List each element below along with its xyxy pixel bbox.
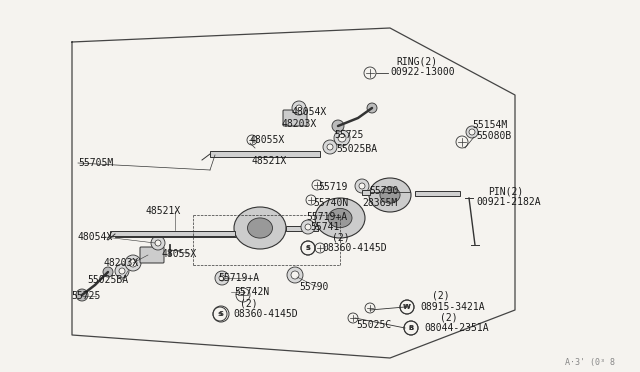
Polygon shape: [210, 151, 320, 157]
Text: S: S: [306, 246, 310, 250]
Text: (2): (2): [332, 232, 349, 242]
Text: A·3' (0³ 8: A·3' (0³ 8: [565, 357, 615, 366]
Text: 48054X: 48054X: [292, 107, 327, 117]
Circle shape: [103, 267, 113, 277]
Text: (2): (2): [432, 291, 450, 301]
Text: S: S: [305, 245, 310, 251]
Circle shape: [292, 101, 306, 115]
Text: 55025BA: 55025BA: [87, 275, 128, 285]
Text: (2): (2): [440, 312, 458, 322]
Text: 48521X: 48521X: [252, 156, 287, 166]
Circle shape: [367, 103, 377, 113]
Text: 48055X: 48055X: [162, 249, 197, 259]
Text: S: S: [218, 311, 223, 317]
Text: 48203X: 48203X: [103, 258, 138, 268]
Text: 48055X: 48055X: [250, 135, 285, 145]
Text: W: W: [403, 304, 411, 310]
Circle shape: [287, 267, 303, 283]
Text: 55025BA: 55025BA: [336, 144, 377, 154]
Text: 55725: 55725: [334, 130, 364, 140]
Circle shape: [125, 255, 141, 271]
Text: 55719+A: 55719+A: [218, 273, 259, 283]
Text: B: B: [408, 325, 413, 331]
Text: 00922-13000: 00922-13000: [390, 67, 454, 77]
Circle shape: [119, 268, 125, 274]
Circle shape: [327, 144, 333, 150]
Text: PIN(2): PIN(2): [488, 187, 524, 197]
Text: 55719+A: 55719+A: [306, 212, 347, 222]
Ellipse shape: [315, 198, 365, 238]
Text: 55725: 55725: [71, 291, 100, 301]
Text: RING(2): RING(2): [396, 56, 437, 66]
Text: 08360-4145D: 08360-4145D: [322, 243, 387, 253]
Circle shape: [115, 264, 129, 278]
Circle shape: [323, 140, 337, 154]
Circle shape: [129, 259, 137, 267]
Text: 55790: 55790: [369, 186, 398, 196]
Circle shape: [219, 275, 225, 281]
Circle shape: [301, 220, 315, 234]
Circle shape: [359, 183, 365, 189]
Text: S: S: [218, 311, 222, 317]
Text: 55154M: 55154M: [472, 120, 508, 130]
Circle shape: [291, 271, 299, 279]
Circle shape: [155, 240, 161, 246]
Text: 55025C: 55025C: [356, 320, 391, 330]
FancyBboxPatch shape: [283, 110, 307, 126]
Text: 28365M: 28365M: [362, 198, 397, 208]
Ellipse shape: [328, 208, 352, 228]
Circle shape: [334, 130, 350, 146]
Polygon shape: [362, 189, 370, 195]
Circle shape: [355, 179, 369, 193]
Circle shape: [215, 271, 229, 285]
Ellipse shape: [234, 207, 286, 249]
Circle shape: [305, 224, 311, 230]
Text: (2): (2): [240, 298, 258, 308]
Ellipse shape: [248, 218, 273, 238]
Polygon shape: [115, 231, 255, 237]
Circle shape: [466, 126, 478, 138]
Text: 55740N: 55740N: [313, 198, 348, 208]
Circle shape: [151, 236, 165, 250]
Polygon shape: [110, 231, 235, 235]
Circle shape: [76, 289, 88, 301]
Text: 08360-4145D: 08360-4145D: [233, 309, 298, 319]
Text: 08915-3421A: 08915-3421A: [420, 302, 484, 312]
Text: 48203X: 48203X: [282, 119, 317, 129]
Text: B: B: [408, 326, 413, 330]
Text: 55705M: 55705M: [78, 158, 113, 168]
Text: 55790: 55790: [299, 282, 328, 292]
FancyBboxPatch shape: [140, 247, 164, 263]
Text: 00921-2182A: 00921-2182A: [476, 197, 541, 207]
Ellipse shape: [380, 187, 400, 203]
Polygon shape: [286, 225, 318, 231]
Text: W: W: [404, 305, 410, 310]
Polygon shape: [415, 190, 460, 196]
Circle shape: [469, 129, 475, 135]
Ellipse shape: [369, 178, 411, 212]
Circle shape: [332, 120, 344, 132]
Text: 55719: 55719: [318, 182, 348, 192]
Circle shape: [338, 134, 346, 142]
Text: 55742N: 55742N: [234, 287, 269, 297]
Text: 48054X: 48054X: [77, 232, 112, 242]
Text: 08044-2351A: 08044-2351A: [424, 323, 488, 333]
Text: 48521X: 48521X: [145, 206, 180, 216]
Text: 55741: 55741: [310, 222, 339, 232]
Circle shape: [296, 105, 302, 111]
Text: 55080B: 55080B: [476, 131, 511, 141]
